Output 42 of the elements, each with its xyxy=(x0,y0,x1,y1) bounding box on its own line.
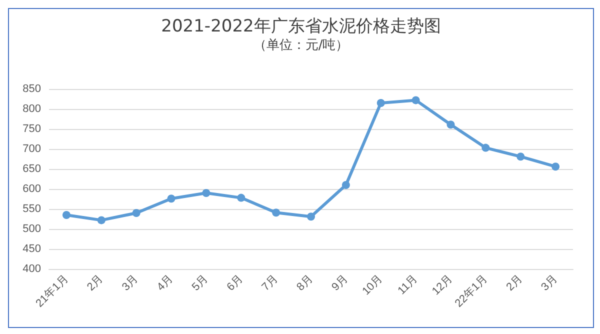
x-tick-label: 4月 xyxy=(154,272,176,294)
point xyxy=(446,120,455,129)
y-tick-label: 600 xyxy=(22,183,41,195)
point xyxy=(202,189,210,197)
y-tick-label: 800 xyxy=(22,103,41,115)
y-tick-label: 650 xyxy=(22,163,41,175)
point xyxy=(482,144,490,152)
point xyxy=(552,162,560,171)
point xyxy=(237,194,246,202)
point xyxy=(516,152,525,161)
x-tick-label: 6月 xyxy=(224,272,246,294)
point xyxy=(412,96,420,104)
x-tick-label: 11月 xyxy=(396,272,420,298)
x-tick-label: 3月 xyxy=(120,272,141,294)
x-tick-label: 7月 xyxy=(260,272,280,294)
x-tick-label: 8月 xyxy=(294,272,316,294)
y-tick-label: 400 xyxy=(22,263,41,275)
point xyxy=(97,216,106,224)
point xyxy=(132,209,140,217)
point xyxy=(167,194,176,203)
y-tick-label: 750 xyxy=(22,123,41,135)
x-tick-label: 22年1月 xyxy=(452,272,490,310)
x-tick-label: 12月 xyxy=(430,272,455,298)
point xyxy=(307,212,315,221)
x-tick-label: 5月 xyxy=(190,272,210,294)
point xyxy=(272,208,280,217)
chart-subtitle: （单位：元/吨） xyxy=(253,38,349,53)
x-tick-label: 3月 xyxy=(539,272,560,294)
point xyxy=(62,211,70,219)
y-tick-label: 700 xyxy=(22,143,41,155)
x-tick-label: 21年1月 xyxy=(34,272,71,310)
y-tick-label: 850 xyxy=(22,83,41,95)
x-tick-label: 9月 xyxy=(330,272,350,294)
y-tick-label: 550 xyxy=(22,203,41,215)
y-tick-label: 450 xyxy=(22,243,41,255)
y-tick-label: 500 xyxy=(22,223,41,235)
point xyxy=(376,99,385,107)
x-tick-label: 2月 xyxy=(85,272,106,294)
x-tick-label: 2月 xyxy=(504,272,525,294)
point xyxy=(342,181,350,189)
chart-title: 2021-2022年广东省水泥价格走势图 xyxy=(161,16,441,36)
x-tick-label: 10月 xyxy=(360,272,386,298)
